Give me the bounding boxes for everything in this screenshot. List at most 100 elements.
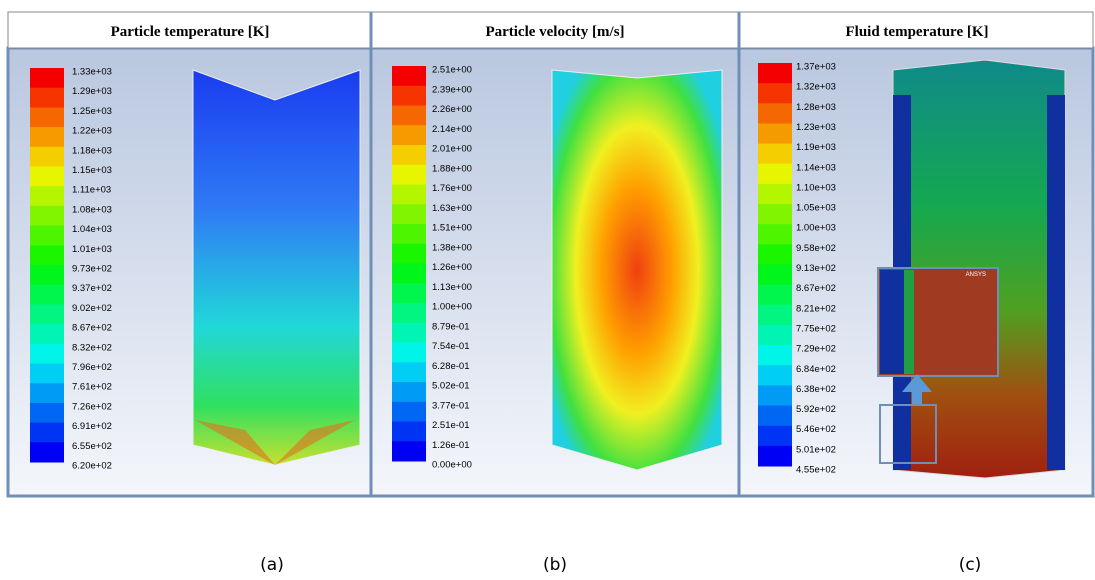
legend-band [392, 362, 426, 383]
legend-label: 6.38e+02 [796, 384, 836, 395]
legend-label: 1.19e+03 [796, 142, 836, 153]
legend-label: 8.79e-01 [432, 321, 470, 332]
legend-band [758, 264, 792, 286]
legend-band [758, 425, 792, 447]
zoom-box [879, 404, 937, 464]
caption: (b) [543, 555, 567, 575]
legend-band [392, 283, 426, 304]
legend-label: 1.05e+03 [796, 203, 836, 214]
legend-label: 1.26e-01 [432, 440, 470, 451]
legend-label: 1.33e+03 [72, 67, 112, 78]
legend-band [30, 68, 64, 89]
legend-band [30, 442, 64, 463]
legend-label: 1.14e+03 [796, 162, 836, 173]
legend-band [758, 183, 792, 205]
legend-band [758, 244, 792, 265]
legend-band [392, 125, 426, 146]
legend-band [30, 225, 64, 246]
legend-band [758, 224, 792, 245]
legend-band [30, 205, 64, 227]
legend-label: 7.61e+02 [72, 382, 112, 393]
legend-band [30, 383, 64, 404]
legend-label: 8.67e+02 [796, 283, 836, 294]
panel-title: Particle velocity [m/s] [485, 24, 624, 40]
legend-label: 7.75e+02 [796, 323, 836, 334]
inset-logo: ANSYS [966, 272, 986, 278]
legend-band [758, 63, 792, 84]
legend-label: 1.37e+03 [796, 62, 836, 73]
legend-band [758, 365, 792, 386]
legend-band [758, 163, 792, 185]
legend-band [392, 401, 426, 422]
legend-label: 1.25e+03 [72, 106, 112, 117]
legend-label: 2.26e+00 [432, 104, 472, 115]
legend-band [392, 145, 426, 166]
contour-plot [1047, 95, 1065, 470]
legend-band [30, 363, 64, 384]
legend-label: 9.58e+02 [796, 243, 836, 254]
legend-band [758, 324, 792, 346]
legend-label: 7.54e-01 [432, 341, 470, 352]
legend-band [30, 324, 64, 345]
legend-label: 2.51e+00 [432, 65, 472, 76]
legend-label: 6.20e+02 [72, 461, 112, 472]
legend-label: 1.11e+03 [72, 185, 111, 196]
legend-label: 1.23e+03 [796, 122, 836, 133]
legend-band [392, 342, 426, 363]
legend-band [758, 204, 792, 225]
zoom-inset [880, 270, 904, 374]
legend-band [392, 322, 426, 343]
legend-band [758, 123, 792, 145]
legend-band [30, 402, 64, 424]
panel-title: Fluid temperature [K] [845, 24, 988, 40]
legend-band [758, 83, 792, 104]
legend-label: 7.26e+02 [72, 401, 112, 412]
legend-label: 2.01e+00 [432, 144, 472, 155]
legend-label: 4.55e+02 [796, 465, 836, 476]
zoom-inset [904, 270, 914, 374]
legend-label: 7.29e+02 [796, 344, 836, 355]
legend-label: 1.38e+00 [432, 242, 472, 253]
legend-label: 1.29e+03 [72, 86, 112, 97]
legend-label: 1.08e+03 [72, 204, 112, 215]
legend-label: 0.00e+00 [432, 460, 472, 471]
legend-band [30, 343, 64, 364]
legend-band [392, 224, 426, 245]
legend-label: 2.39e+00 [432, 84, 472, 95]
legend-label: 1.88e+00 [432, 163, 472, 174]
legend-label: 1.18e+03 [72, 145, 112, 156]
contour-plot [551, 69, 723, 471]
legend-label: 8.21e+02 [796, 303, 836, 314]
legend-band [758, 405, 792, 427]
legend-band [758, 345, 792, 366]
contour-plot [195, 420, 275, 465]
legend-band [392, 263, 426, 284]
legend-band [30, 304, 64, 325]
legend-label: 1.13e+00 [432, 282, 472, 293]
legend-label: 5.01e+02 [796, 444, 836, 455]
contour-plot [275, 420, 355, 465]
legend-label: 5.46e+02 [796, 424, 836, 435]
legend-label: 1.26e+00 [432, 262, 472, 273]
legend-band [30, 186, 64, 207]
legend-label: 1.04e+03 [72, 224, 112, 235]
legend-band [392, 421, 426, 442]
legend-band [392, 66, 426, 87]
legend-label: 9.13e+02 [796, 263, 836, 274]
legend-band [30, 265, 64, 286]
legend-band [758, 143, 792, 165]
legend-band [758, 103, 792, 124]
legend-band [30, 422, 64, 443]
legend-label: 5.02e-01 [432, 381, 470, 392]
legend-label: 6.28e-01 [432, 361, 470, 372]
legend-label: 2.51e-01 [432, 420, 470, 431]
legend-label: 1.00e+00 [432, 302, 472, 313]
legend-label: 1.63e+00 [432, 203, 472, 214]
legend-band [30, 87, 64, 108]
panel-title: Particle temperature [K] [111, 24, 270, 40]
legend-label: 1.01e+03 [72, 244, 112, 255]
legend-band [392, 303, 426, 324]
legend-band [392, 85, 426, 106]
zoom-arrow [902, 374, 932, 404]
